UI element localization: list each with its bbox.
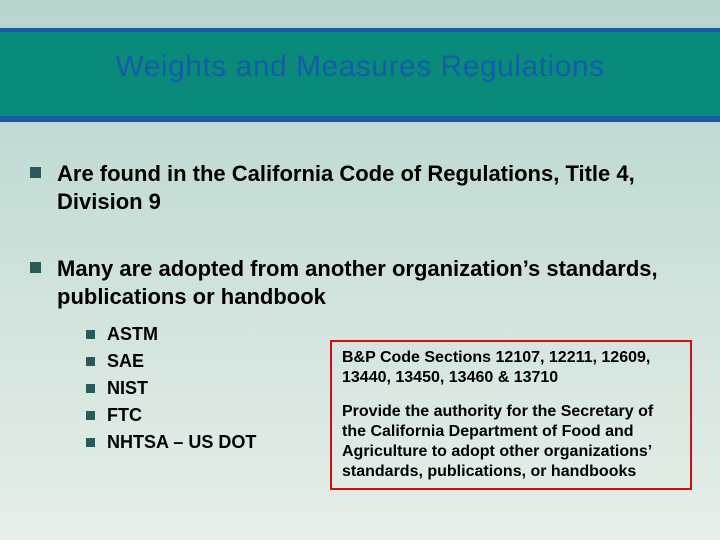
bullet-square-icon bbox=[86, 411, 95, 420]
bullet-square-icon bbox=[86, 438, 95, 447]
slide-title: Weights and Measures Regulations bbox=[0, 50, 720, 84]
sub-bullet-text: ASTM bbox=[107, 324, 158, 345]
slide: Weights and Measures Regulations Are fou… bbox=[0, 0, 720, 540]
bullet-square-icon bbox=[86, 330, 95, 339]
callout-box: B&P Code Sections 12107, 12211, 12609, 1… bbox=[330, 340, 692, 490]
sub-bullet-text: FTC bbox=[107, 405, 142, 426]
bullet-item: Are found in the California Code of Regu… bbox=[30, 160, 690, 215]
bullet-square-icon bbox=[86, 357, 95, 366]
bullet-item: Many are adopted from another organizati… bbox=[30, 255, 690, 310]
callout-paragraph: B&P Code Sections 12107, 12211, 12609, 1… bbox=[342, 348, 680, 388]
sub-bullet-text: NIST bbox=[107, 378, 148, 399]
bullet-square-icon bbox=[30, 262, 41, 273]
sub-bullet-text: NHTSA – US DOT bbox=[107, 432, 256, 453]
bullet-square-icon bbox=[30, 167, 41, 178]
callout-paragraph: Provide the authority for the Secretary … bbox=[342, 402, 680, 482]
sub-bullet-text: SAE bbox=[107, 351, 144, 372]
bullet-text: Many are adopted from another organizati… bbox=[57, 255, 690, 310]
bullet-text: Are found in the California Code of Regu… bbox=[57, 160, 690, 215]
bullet-square-icon bbox=[86, 384, 95, 393]
